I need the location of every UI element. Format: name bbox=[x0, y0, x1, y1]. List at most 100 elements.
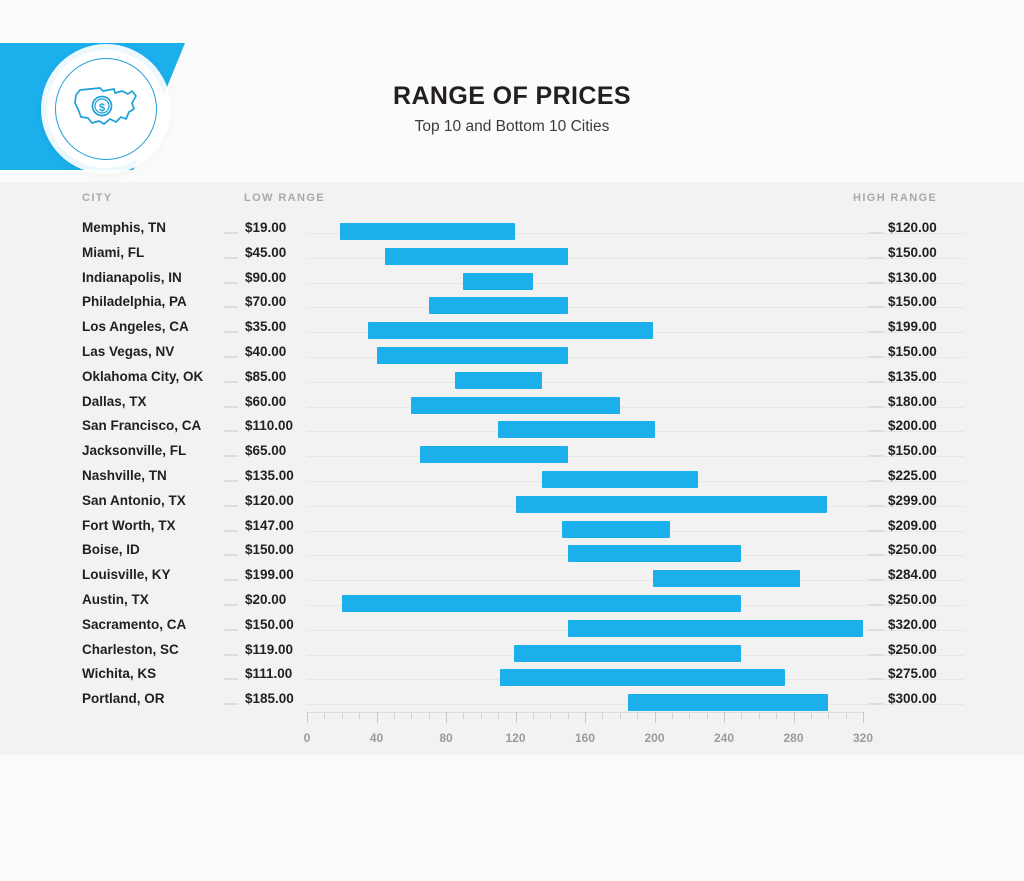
leader-dash-left bbox=[224, 306, 238, 309]
low-range-value: $199.00 bbox=[245, 567, 294, 583]
city-label: Jacksonville, FL bbox=[82, 443, 187, 459]
leader-dash-right bbox=[869, 653, 883, 656]
row-gridline bbox=[307, 356, 964, 358]
leader-dash-right bbox=[869, 603, 883, 606]
chart-row: Nashville, TN $135.00 $225.00 bbox=[0, 464, 1024, 489]
low-range-value: $65.00 bbox=[245, 443, 287, 459]
low-range-value: $110.00 bbox=[245, 418, 294, 434]
high-range-value: $150.00 bbox=[888, 443, 937, 459]
range-bar bbox=[499, 669, 785, 687]
chart-row: San Francisco, CA $110.00 $200.00 bbox=[0, 414, 1024, 439]
city-label: Indianapolis, IN bbox=[82, 269, 182, 285]
leader-dash-left bbox=[224, 281, 238, 284]
axis-tick-major bbox=[307, 712, 308, 723]
range-bar bbox=[428, 297, 568, 315]
leader-dash-right bbox=[869, 256, 883, 259]
axis-tick-label: 200 bbox=[644, 731, 665, 745]
chart-row: Memphis, TN $19.00 $120.00 bbox=[0, 216, 1024, 241]
axis-tick-minor bbox=[810, 712, 812, 719]
high-range-value: $200.00 bbox=[888, 418, 937, 434]
low-range-value: $85.00 bbox=[245, 368, 287, 384]
chart-row: Fort Worth, TX $147.00 $209.00 bbox=[0, 514, 1024, 539]
range-bar bbox=[385, 247, 568, 265]
axis-tick-minor bbox=[567, 712, 569, 719]
axis-tick-minor bbox=[776, 712, 778, 719]
high-range-value: $300.00 bbox=[888, 691, 937, 707]
chart-row: Wichita, KS $111.00 $275.00 bbox=[0, 662, 1024, 687]
high-range-value: $180.00 bbox=[888, 393, 937, 409]
leader-dash-right bbox=[869, 554, 883, 557]
axis-tick-major bbox=[446, 712, 447, 723]
leader-dash-left bbox=[224, 529, 238, 532]
leader-dash-left bbox=[224, 380, 238, 383]
range-bar bbox=[498, 421, 655, 439]
leader-dash-right bbox=[869, 306, 883, 309]
axis-tick-major bbox=[724, 712, 725, 723]
header-banner: $ RANGE OF PRICES Top 10 and Bottom 10 C… bbox=[0, 0, 1024, 182]
axis-tick-major bbox=[585, 712, 586, 723]
leader-dash-right bbox=[869, 380, 883, 383]
leader-dash-left bbox=[224, 256, 238, 259]
axis-tick-minor bbox=[828, 712, 830, 719]
leader-dash-left bbox=[224, 504, 238, 507]
leader-dash-right bbox=[869, 529, 883, 532]
row-gridline bbox=[307, 233, 964, 234]
leader-dash-right bbox=[869, 703, 883, 706]
low-range-value: $40.00 bbox=[245, 343, 287, 359]
leader-dash-left bbox=[224, 430, 238, 433]
axis-tick-label: 0 bbox=[303, 731, 311, 745]
chart-row: Los Angeles, CA $35.00 $199.00 bbox=[0, 315, 1024, 340]
axis-tick-minor bbox=[741, 712, 743, 719]
axis-tick-minor bbox=[411, 712, 413, 719]
leader-dash-right bbox=[869, 579, 883, 582]
chart-row: Miami, FL $45.00 $150.00 bbox=[0, 241, 1024, 266]
leader-dash-right bbox=[869, 455, 883, 458]
axis-tick-label: 80 bbox=[439, 731, 453, 745]
leader-dash-left bbox=[224, 479, 238, 482]
leader-dash-right bbox=[869, 281, 883, 284]
leader-dash-left bbox=[224, 455, 238, 458]
chart-row: Sacramento, CA $150.00 $320.00 bbox=[0, 613, 1024, 638]
page-title: RANGE OF PRICES bbox=[393, 82, 631, 110]
axis-tick-label: 240 bbox=[713, 731, 735, 745]
city-label: Memphis, TN bbox=[82, 220, 167, 235]
leader-dash-left bbox=[224, 703, 238, 706]
high-range-value: $250.00 bbox=[888, 641, 937, 657]
low-range-value: $20.00 bbox=[245, 591, 287, 607]
chart-row: Indianapolis, IN $90.00 $130.00 bbox=[0, 266, 1024, 291]
axis-tick-minor bbox=[393, 712, 395, 719]
axis-tick-minor bbox=[359, 712, 361, 719]
column-header-city: CITY bbox=[82, 192, 113, 204]
city-label: San Francisco, CA bbox=[82, 418, 202, 434]
us-map-dollar-icon: $ bbox=[74, 87, 137, 125]
logo-badge: $ bbox=[47, 50, 165, 168]
high-range-value: $225.00 bbox=[888, 467, 937, 483]
city-label: Portland, OR bbox=[82, 691, 165, 707]
leader-dash-left bbox=[224, 232, 238, 234]
city-label: Nashville, TN bbox=[82, 467, 167, 483]
low-range-value: $19.00 bbox=[245, 220, 287, 235]
low-range-value: $111.00 bbox=[245, 666, 293, 682]
column-header-high-range: HIGH RANGE bbox=[853, 192, 938, 204]
axis-tick-major bbox=[515, 712, 517, 723]
chart-row: Las Vegas, NV $40.00 $150.00 bbox=[0, 340, 1024, 365]
low-range-value: $135.00 bbox=[245, 467, 294, 483]
low-range-value: $70.00 bbox=[245, 294, 287, 310]
axis-tick-minor bbox=[532, 712, 534, 719]
leader-dash-left bbox=[224, 405, 238, 408]
row-gridline bbox=[307, 381, 964, 383]
range-bar bbox=[652, 570, 801, 588]
axis-tick-minor bbox=[619, 712, 621, 719]
axis-tick-minor bbox=[324, 712, 326, 719]
range-bar bbox=[419, 446, 568, 464]
range-bar bbox=[628, 694, 829, 712]
city-label: Boise, ID bbox=[82, 542, 140, 558]
low-range-value: $90.00 bbox=[245, 269, 287, 285]
leader-dash-left bbox=[224, 579, 238, 582]
high-range-value: $130.00 bbox=[888, 269, 937, 285]
row-gridline bbox=[307, 257, 964, 259]
high-range-value: $250.00 bbox=[888, 591, 937, 607]
footer: Source: Indeed.com mobiletechRX bbox=[0, 755, 1024, 881]
chart-row: Jacksonville, FL $65.00 $150.00 bbox=[0, 439, 1024, 464]
city-label: San Antonio, TX bbox=[82, 492, 186, 508]
